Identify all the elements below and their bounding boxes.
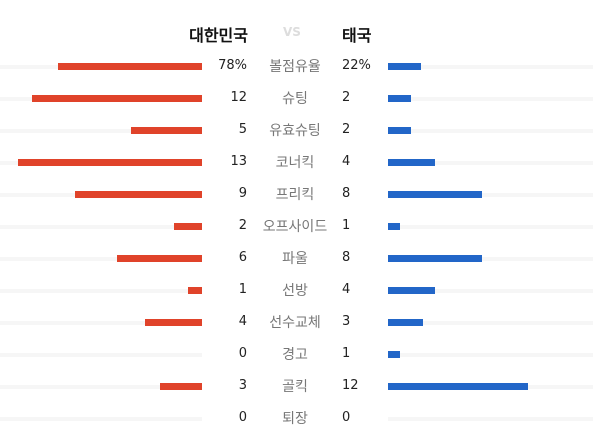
away-stat-value: 1: [342, 218, 351, 233]
stat-label: 코너킥: [275, 155, 315, 171]
home-stat-bar: [75, 191, 202, 198]
stat-row: 1 선방 4: [0, 272, 593, 304]
away-stat-value: 3: [342, 314, 351, 329]
away-bar-track: [388, 161, 593, 165]
home-bar-track: [0, 385, 202, 389]
away-stat-bar: [388, 351, 400, 358]
home-bar-track: [0, 225, 202, 229]
away-stat-bar: [388, 255, 482, 262]
home-stat-bar: [32, 95, 202, 102]
away-stat-value: 12: [342, 378, 359, 393]
away-stat-bar: [388, 127, 411, 134]
home-team-name: 대한민국: [189, 26, 248, 45]
stat-row: 0 퇴장 0: [0, 400, 593, 432]
away-stat-bar: [388, 223, 400, 230]
home-stat-value: 6: [238, 250, 247, 265]
home-bar-track: [0, 417, 202, 421]
away-bar-track: [388, 353, 593, 357]
away-stat-value: 8: [342, 186, 351, 201]
away-stat-value: 4: [342, 282, 351, 297]
home-stat-value: 0: [238, 346, 247, 361]
away-stat-bar: [388, 159, 435, 166]
home-stat-value: 78%: [218, 58, 247, 73]
stat-label: 선방: [282, 283, 308, 299]
away-stat-bar: [388, 191, 482, 198]
stat-label: 골킥: [282, 379, 308, 395]
stat-label: 경고: [282, 347, 308, 363]
away-bar-track: [388, 321, 593, 325]
home-stat-bar: [160, 383, 202, 390]
stats-list: 78% 볼점유율 22% 12 슈팅 2 5 유효슈팅 2 13 코너킥 4 9 프리킥 8 2 오프사이드 1 6…: [0, 48, 593, 432]
away-stat-value: 1: [342, 346, 351, 361]
away-stat-value: 0: [342, 410, 351, 425]
away-bar-track: [388, 129, 593, 133]
stat-row: 0 경고 1: [0, 336, 593, 368]
stat-label: 볼점유율: [269, 59, 321, 75]
away-bar-track: [388, 257, 593, 261]
home-bar-track: [0, 321, 202, 325]
stat-row: 9 프리킥 8: [0, 176, 593, 208]
stat-label: 프리킥: [275, 187, 315, 203]
away-bar-track: [388, 289, 593, 293]
home-stat-bar: [58, 63, 202, 70]
home-stat-value: 1: [238, 282, 247, 297]
stat-label: 오프사이드: [262, 219, 328, 235]
away-bar-track: [388, 225, 593, 229]
home-stat-bar: [174, 223, 202, 230]
away-team-name: 태국: [342, 26, 372, 45]
stat-label: 퇴장: [282, 411, 308, 427]
away-stat-bar: [388, 63, 421, 70]
home-stat-bar: [145, 319, 202, 326]
match-header: 대한민국 VS 태국: [0, 22, 593, 48]
stat-label: 파울: [282, 251, 308, 267]
home-stat-value: 12: [230, 90, 247, 105]
stat-row: 6 파울 8: [0, 240, 593, 272]
away-bar-track: [388, 65, 593, 69]
home-stat-bar: [131, 127, 202, 134]
stat-row: 13 코너킥 4: [0, 144, 593, 176]
away-bar-track: [388, 97, 593, 101]
stat-row: 78% 볼점유율 22%: [0, 48, 593, 80]
away-stat-bar: [388, 319, 423, 326]
home-stat-bar: [188, 287, 202, 294]
away-stat-bar: [388, 287, 435, 294]
home-bar-track: [0, 257, 202, 261]
home-bar-track: [0, 353, 202, 357]
stat-row: 12 슈팅 2: [0, 80, 593, 112]
away-bar-track: [388, 417, 593, 421]
home-stat-bar: [18, 159, 202, 166]
home-stat-value: 0: [238, 410, 247, 425]
home-stat-value: 4: [238, 314, 247, 329]
home-stat-value: 3: [238, 378, 247, 393]
away-stat-value: 8: [342, 250, 351, 265]
home-stat-value: 9: [238, 186, 247, 201]
away-stat-value: 22%: [342, 58, 371, 73]
home-stat-value: 5: [238, 122, 247, 137]
stat-row: 2 오프사이드 1: [0, 208, 593, 240]
stat-label: 슈팅: [282, 91, 308, 107]
stat-row: 5 유효슈팅 2: [0, 112, 593, 144]
stat-label: 선수교체: [269, 315, 321, 331]
home-bar-track: [0, 289, 202, 293]
away-stat-value: 2: [342, 122, 351, 137]
stat-label: 유효슈팅: [269, 123, 321, 139]
home-stat-value: 2: [238, 218, 247, 233]
home-stat-value: 13: [230, 154, 247, 169]
away-stat-bar: [388, 383, 528, 390]
home-bar-track: [0, 129, 202, 133]
away-bar-track: [388, 193, 593, 197]
away-stat-value: 2: [342, 90, 351, 105]
home-stat-bar: [117, 255, 202, 262]
away-stat-value: 4: [342, 154, 351, 169]
away-stat-bar: [388, 95, 411, 102]
vs-label: VS: [283, 25, 301, 39]
stat-row: 3 골킥 12: [0, 368, 593, 400]
stat-row: 4 선수교체 3: [0, 304, 593, 336]
